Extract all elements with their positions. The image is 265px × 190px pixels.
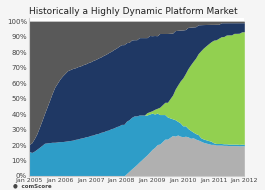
Text: Historically a Highly Dynamic Platform Market: Historically a Highly Dynamic Platform M… xyxy=(29,7,238,16)
Text: ●  comScore: ● comScore xyxy=(13,183,52,188)
